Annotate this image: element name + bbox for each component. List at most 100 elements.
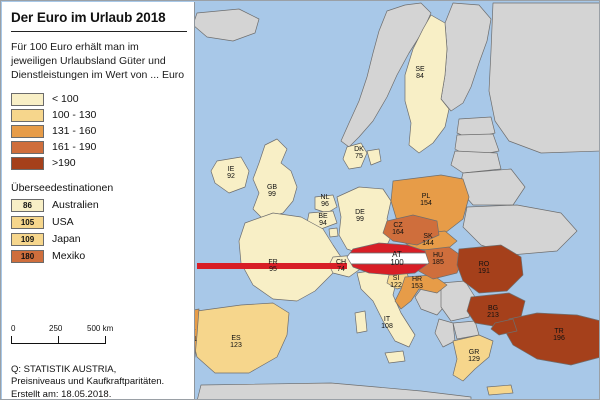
overseas-label: Mexiko: [52, 250, 86, 263]
legend-swatch: [11, 140, 44, 154]
legend-swatch: [11, 92, 44, 106]
country-value: 129: [468, 356, 480, 364]
scale-tick-label: 500 km: [87, 324, 114, 333]
country-shape-HR: [394, 274, 448, 310]
country-value: 191: [478, 268, 490, 276]
country-label-TR: TR 196: [543, 328, 575, 343]
country-value: 99: [356, 216, 364, 224]
country-value: 185: [432, 259, 444, 267]
legend-label: 100 - 130: [52, 109, 97, 122]
country-label-DK: DK 75: [343, 146, 375, 161]
country-code: CZ: [393, 222, 403, 229]
country-code: BG: [487, 305, 499, 312]
country-shapes: [174, 2, 599, 399]
country-shape-GR: [452, 334, 494, 382]
country-code: SK: [423, 233, 433, 240]
country-shape-IE: [210, 156, 250, 194]
country-label-DE: DE 99: [344, 209, 376, 224]
country-value: 84: [416, 73, 424, 81]
country-label-HR: HR 153: [401, 276, 433, 291]
country-code: FR: [268, 259, 278, 266]
country-shape-TR-thrace: [490, 318, 518, 336]
country-code: SI: [392, 275, 400, 282]
overseas-value-swatch: 109: [11, 232, 44, 246]
country-shape-IS: [192, 8, 260, 42]
source-line-2: Preisniveaus und Kaufkraftparitäten.: [11, 376, 165, 388]
country-shape-SE: [404, 14, 450, 154]
legend-item: >190: [11, 156, 185, 171]
overseas-item: 180 Mexiko: [11, 249, 185, 264]
legend-item: 161 - 190: [11, 140, 185, 155]
country-label-GR: GR 129: [458, 349, 490, 364]
country-shape-TR: [504, 312, 599, 366]
country-label-RO: RO 191: [468, 261, 500, 276]
country-value: 75: [355, 153, 363, 161]
country-value: 154: [420, 200, 432, 208]
country-code: NL: [320, 194, 330, 201]
country-shape-GR-crete: [486, 384, 514, 396]
scale-tick-labels: 0 250 500 km: [11, 324, 131, 335]
source-line-1: Q: STATISTIK AUSTRIA,: [11, 364, 117, 375]
country-code: GR: [468, 349, 480, 356]
country-code: BE: [318, 213, 328, 220]
country-value: 213: [487, 312, 499, 320]
legend-label: 161 - 190: [52, 141, 97, 154]
page-title: Der Euro im Urlaub 2018: [11, 10, 166, 25]
country-shape-NAFR: [197, 382, 472, 399]
country-shape-IT-sardinia: [354, 310, 368, 334]
country-shape-UA: [462, 204, 578, 256]
country-value: 196: [553, 335, 565, 343]
country-code: TR: [554, 328, 564, 335]
country-shape-BY: [458, 168, 526, 206]
scale-bar: 0 250 500 km: [11, 324, 131, 344]
country-value: 123: [230, 342, 242, 350]
country-label-IE: IE 92: [215, 166, 247, 181]
legend-item: < 100: [11, 92, 185, 107]
overseas-item: 109 Japan: [11, 232, 185, 247]
country-shape-AT: [346, 242, 430, 276]
overseas-list: 86 Australien 105 USA 109 Japan 180 Mexiko: [11, 198, 185, 264]
source-line-3: Erstellt am: 18.05.2018.: [11, 388, 112, 400]
country-code: PL: [421, 193, 431, 200]
country-label-BG: BG 213: [477, 305, 509, 320]
title-divider: [11, 31, 187, 33]
country-value: 122: [390, 282, 402, 290]
overseas-value-swatch: 180: [11, 249, 44, 263]
country-value: 144: [422, 240, 434, 248]
legend-swatch: [11, 156, 44, 170]
country-code: DE: [355, 209, 365, 216]
country-label-SK: SK 144: [412, 233, 444, 248]
country-label-ES: ES 123: [220, 335, 252, 350]
scale-tick-label: 250: [49, 324, 63, 333]
country-value: 94: [319, 220, 327, 228]
country-label-GB: GB 99: [256, 184, 288, 199]
country-label-BE: BE 94: [307, 213, 339, 228]
legend-item: 131 - 160: [11, 124, 185, 139]
scale-bar-graphic: [11, 336, 106, 344]
country-code: HR: [411, 276, 423, 283]
country-label-SE: SE 84: [404, 66, 436, 81]
country-code: RO: [478, 261, 490, 268]
overseas-label: USA: [52, 216, 74, 229]
legend: < 100 100 - 130 131 - 160 161 - 190 >190: [11, 92, 185, 171]
country-shape-AL: [434, 318, 456, 348]
country-value: 164: [392, 229, 404, 237]
country-shape-RO: [456, 244, 524, 294]
country-code: SE: [415, 66, 425, 73]
overseas-value-swatch: 86: [11, 198, 44, 212]
country-code: CH: [335, 259, 347, 266]
intro-text: Für 100 Euro erhält man im jeweiligen Ur…: [11, 41, 185, 81]
overseas-label: Japan: [52, 233, 81, 246]
country-value: 99: [268, 191, 276, 199]
country-label-CZ: CZ 164: [382, 222, 414, 237]
country-shape-DK2: [366, 148, 382, 166]
country-value: 108: [381, 323, 393, 331]
country-label-PL: PL 154: [410, 193, 442, 208]
country-shape-LU: [328, 227, 339, 238]
overseas-label: Australien: [52, 199, 99, 212]
country-value: 95: [269, 266, 277, 274]
country-label-CH: CH 74: [325, 259, 357, 274]
source-note: Q: STATISTIK AUSTRIA, Preisniveaus und K…: [11, 364, 191, 400]
country-code: AT: [392, 250, 402, 259]
